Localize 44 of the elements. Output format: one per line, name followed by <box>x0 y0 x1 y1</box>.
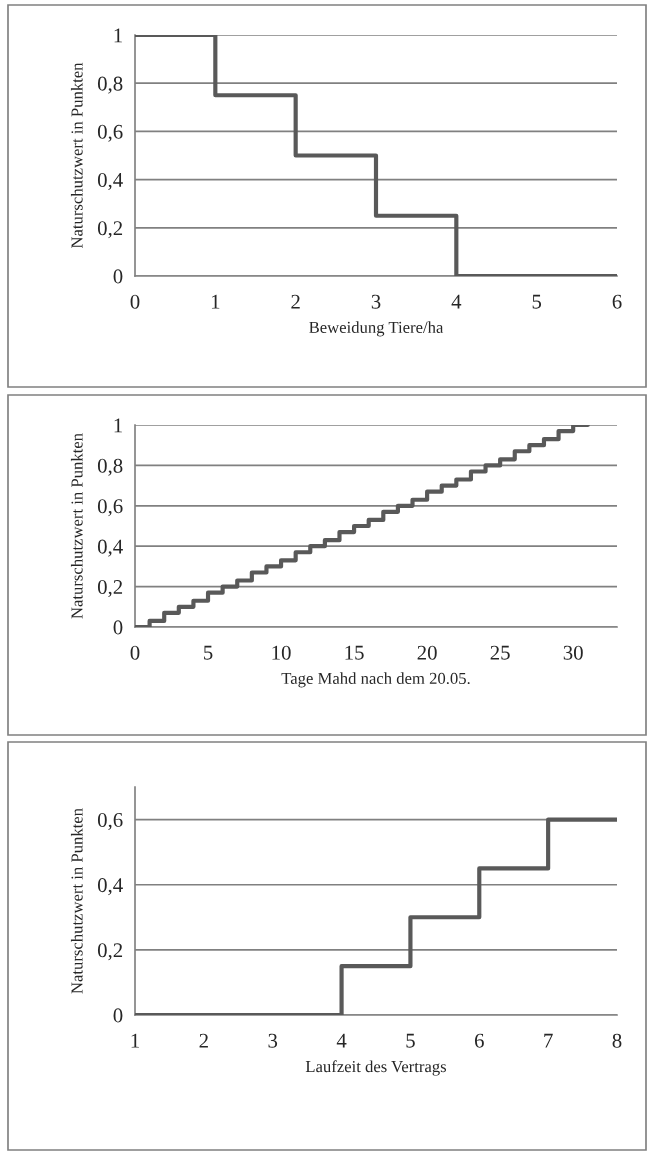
x-tick-label: 3 <box>371 294 381 309</box>
y-tick-label: 0,6 <box>97 499 123 517</box>
y-tick-label: 0,4 <box>97 172 123 191</box>
x-tick-label: 2 <box>291 294 300 309</box>
x-tick-label: 25 <box>490 645 510 660</box>
y-tick-label: 0 <box>113 269 123 284</box>
x-tick-label: 0 <box>130 645 140 660</box>
y-tick-label: 0,8 <box>97 76 123 94</box>
x-tick-label: 5 <box>406 1033 415 1048</box>
y-tick-label: 0,2 <box>97 943 123 961</box>
x-tick-label: 0 <box>130 294 140 309</box>
x-axis-title: Beweidung Tiere/ha <box>309 321 444 337</box>
x-tick-label: 15 <box>345 645 364 660</box>
x-tick-label: 3 <box>268 1033 278 1048</box>
x-tick-label: 7 <box>544 1033 553 1048</box>
y-tick-label: 0,4 <box>97 878 123 896</box>
x-tick-label: 6 <box>612 294 622 309</box>
x-axis-title: Laufzeit des Vertrags <box>305 1060 447 1076</box>
y-axis-title: Naturschutzwert in Punkten <box>70 808 83 994</box>
y-tick-label: 0,4 <box>97 539 123 557</box>
y-tick-label: 0 <box>113 1008 123 1023</box>
y-axis-title: Naturschutzwert in Punkten <box>70 433 83 619</box>
x-tick-label: 10 <box>272 645 291 660</box>
y-tick-label: 0,6 <box>97 124 123 142</box>
x-tick-label: 30 <box>563 645 583 660</box>
y-tick-label: 0,6 <box>97 812 123 830</box>
x-tick-label: 20 <box>417 645 437 660</box>
y-axis-title: Naturschutzwert in Punkten <box>70 62 83 249</box>
y-tick-label: 0,2 <box>97 579 123 598</box>
x-tick-label: 8 <box>612 1033 622 1048</box>
x-tick-label: 1 <box>211 294 220 309</box>
y-tick-label: 0 <box>113 620 123 635</box>
y-tick-label: 1 <box>114 418 122 433</box>
x-tick-label: 4 <box>336 1033 347 1048</box>
x-tick-label: 6 <box>474 1033 484 1048</box>
y-tick-label: 0,2 <box>97 221 123 239</box>
x-tick-label: 2 <box>199 1033 208 1048</box>
x-tick-label: 5 <box>532 294 542 309</box>
y-tick-label: 0,8 <box>97 458 123 476</box>
x-tick-label: 4 <box>451 294 462 309</box>
x-tick-label: 1 <box>131 1033 139 1048</box>
y-tick-label: 1 <box>114 28 122 43</box>
x-tick-label: 5 <box>204 645 213 660</box>
x-axis-title: Tage Mahd nach dem 20.05. <box>281 672 470 688</box>
